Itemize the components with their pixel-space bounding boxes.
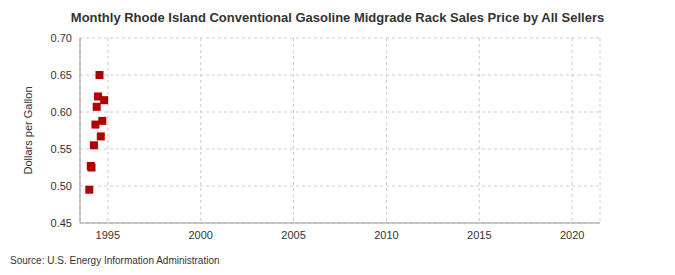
svg-text:2005: 2005 [281, 229, 305, 241]
svg-text:0.65: 0.65 [51, 69, 72, 81]
html-text:Source: U.S. Energy Informatio: Source: U.S. Energy Information Administ… [10, 255, 220, 266]
svg-text:2000: 2000 [188, 229, 212, 241]
html-text:Monthly Rhode Island Conventio: Monthly Rhode Island Conventional Gasoli… [70, 10, 605, 25]
svg-text:1995: 1995 [96, 229, 120, 241]
svg-text:Dollars per Gallon: Dollars per Gallon [22, 86, 34, 174]
svg-text:2010: 2010 [374, 229, 398, 241]
svg-text:0.70: 0.70 [51, 32, 72, 44]
svg-text:2015: 2015 [467, 229, 491, 241]
svg-text:0.50: 0.50 [51, 180, 72, 192]
svg-text:2020: 2020 [560, 229, 584, 241]
svg-text:0.45: 0.45 [51, 217, 72, 229]
svg-text:0.60: 0.60 [51, 106, 72, 118]
svg-text:0.55: 0.55 [51, 143, 72, 155]
